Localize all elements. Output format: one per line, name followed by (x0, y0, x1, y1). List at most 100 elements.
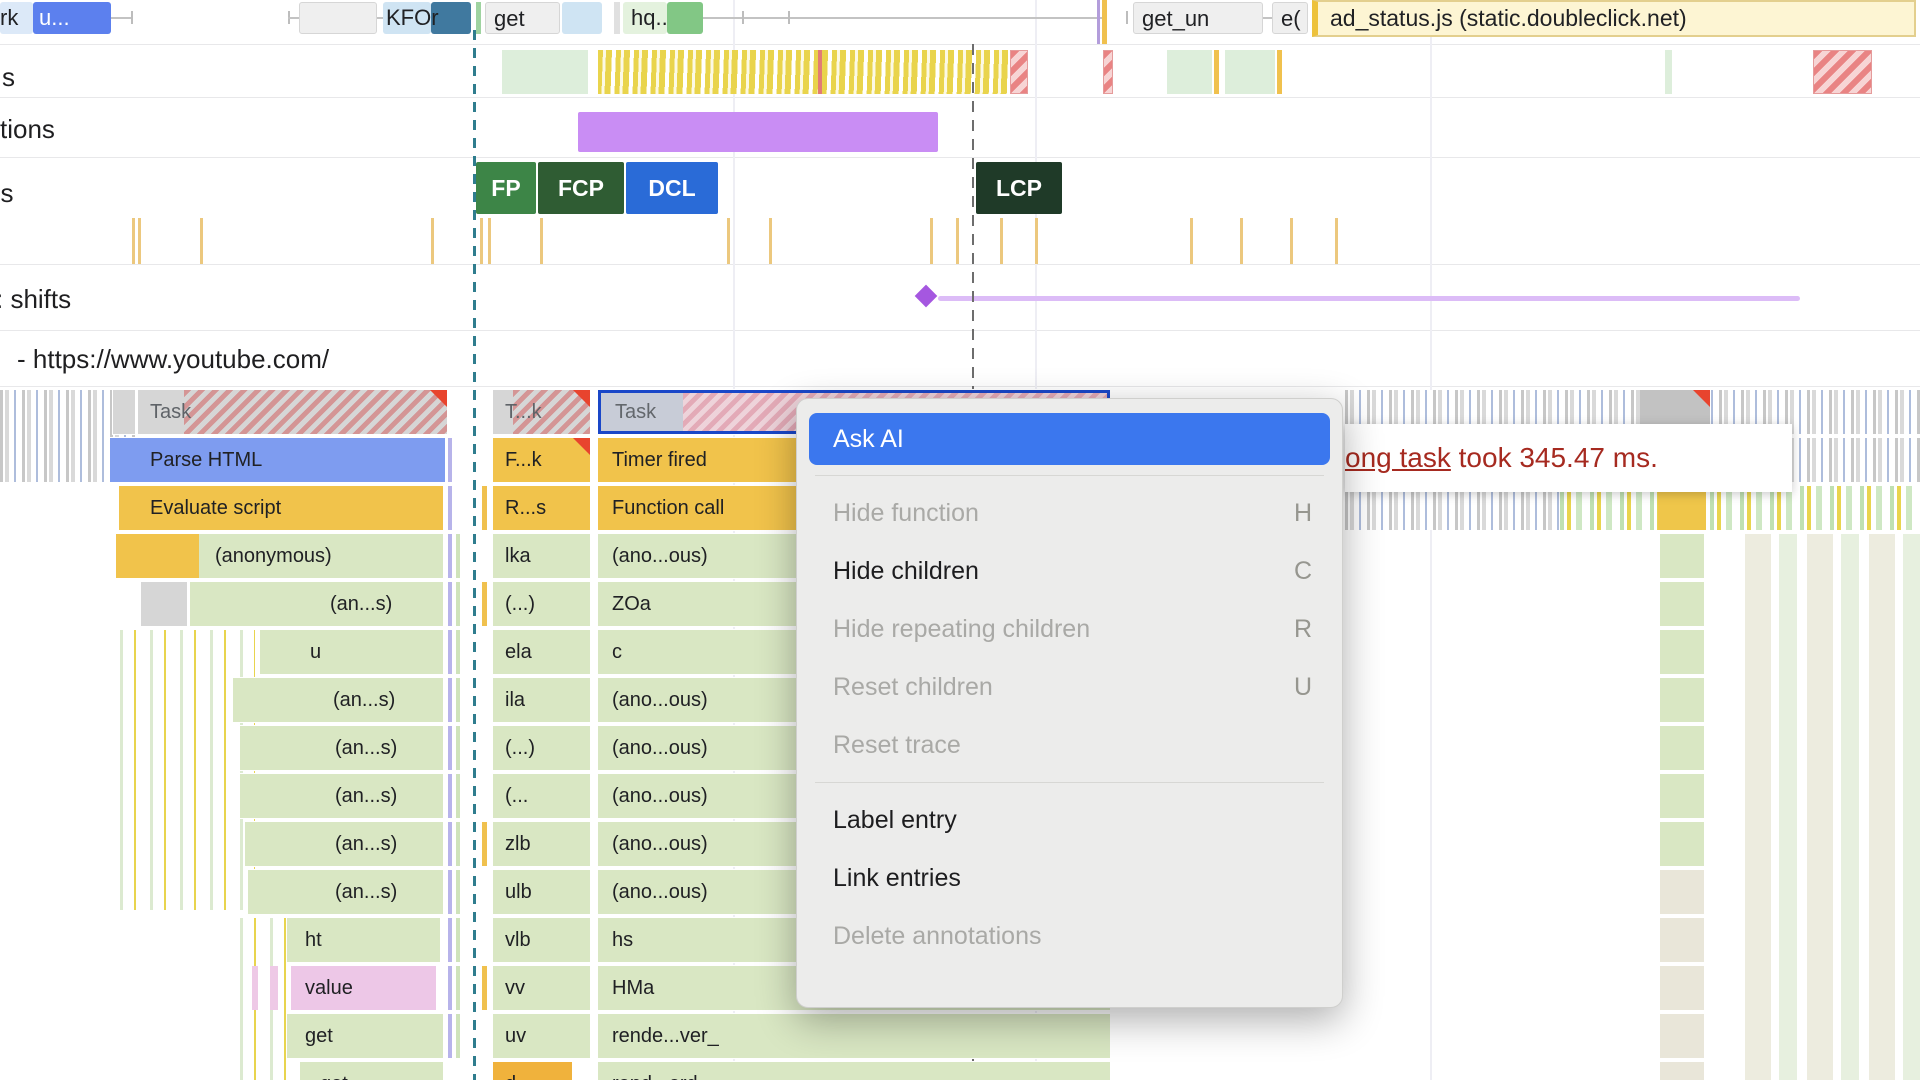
flame-bar[interactable]: vlb (492, 917, 591, 963)
long-task-link[interactable]: ong task (1345, 442, 1451, 473)
flame-bar[interactable]: Parse HTML (109, 437, 446, 483)
flame-bar-right[interactable] (1659, 773, 1705, 819)
flame-bar[interactable]: rend...ord (597, 1061, 1111, 1080)
flame-bar-label: Parse HTML (150, 449, 263, 471)
flame-bar[interactable]: ela (492, 629, 591, 675)
flame-bar[interactable]: zlb (492, 821, 591, 867)
flame-bar[interactable]: ulb (492, 869, 591, 915)
flame-bar-label: Evaluate script (150, 497, 282, 519)
flame-bar[interactable]: (...) (492, 725, 591, 771)
flame-bar[interactable] (140, 581, 188, 627)
flame-sliver (448, 630, 452, 674)
flame-bar[interactable]: rende...ver_ (597, 1013, 1111, 1059)
flame-bar[interactable]: get (286, 1013, 444, 1059)
frame-marker (1277, 50, 1282, 94)
flame-bar[interactable]: (an...s) (239, 725, 444, 771)
network-request[interactable] (614, 2, 620, 34)
layout-shift-diamond[interactable] (914, 284, 938, 308)
flame-bar-right[interactable] (1659, 869, 1705, 915)
menu-item-label-entry[interactable]: Label entry (797, 791, 1342, 849)
timings-track-label: gs (0, 178, 14, 208)
flame-bar[interactable] (112, 389, 136, 435)
flame-bar[interactable]: (an...s) (244, 821, 444, 867)
timing-marker-dcl[interactable]: DCL (626, 162, 718, 214)
flame-bar-right[interactable] (1659, 533, 1705, 579)
network-request[interactable]: e( (1272, 2, 1308, 34)
timing-marker-lcp[interactable]: LCP (976, 162, 1062, 214)
timestamp-tick (431, 218, 434, 264)
network-request-ad-status[interactable]: ad_status.js (static.doubleclick.net) (1312, 0, 1916, 37)
flame-bar-right[interactable] (1659, 1061, 1705, 1080)
flame-bar[interactable]: get (299, 1061, 444, 1080)
flame-bar-right[interactable] (1659, 677, 1705, 723)
flame-bar[interactable]: value (290, 965, 437, 1011)
flame-bar[interactable]: Task (137, 389, 448, 435)
flame-bar-right[interactable] (1659, 917, 1705, 963)
menu-item-hide-children[interactable]: Hide children C (797, 542, 1342, 600)
flame-bar[interactable]: Evaluate script (118, 485, 444, 531)
flame-bar-right[interactable] (1659, 629, 1705, 675)
frame-dropped-sliver[interactable] (818, 50, 822, 94)
frame-activity-band (1560, 486, 1920, 530)
network-request[interactable] (1102, 0, 1107, 44)
flame-bar[interactable]: (an...s) (232, 677, 444, 723)
network-request[interactable] (299, 2, 377, 34)
layout-shift-cluster-line[interactable] (938, 296, 1800, 301)
flame-bar[interactable]: R...s (492, 485, 591, 531)
flame-bar[interactable]: F...k (492, 437, 591, 483)
timing-marker-fp[interactable]: FP (476, 162, 536, 214)
menu-item-shortcut: C (1293, 556, 1312, 585)
flame-bar-right[interactable] (1659, 725, 1705, 771)
flame-bar-right[interactable] (1659, 821, 1705, 867)
network-request[interactable]: get (485, 2, 560, 34)
flame-bar-right[interactable] (1658, 486, 1706, 530)
frame-dropped[interactable] (1103, 50, 1113, 94)
frame-good[interactable] (502, 50, 588, 94)
flame-bar-label: get (305, 1025, 333, 1047)
flame-bar[interactable]: (an...s) (247, 869, 444, 915)
network-request[interactable]: get_un (1133, 2, 1263, 34)
flame-bar[interactable]: T...k (492, 389, 591, 435)
network-request[interactable] (383, 2, 431, 34)
flame-bar-right[interactable] (1659, 581, 1705, 627)
network-request[interactable] (1097, 0, 1100, 44)
network-request[interactable]: rk (0, 2, 33, 34)
flame-sliver (456, 870, 460, 914)
network-request[interactable]: hq... (623, 2, 667, 34)
timestamp-tick (200, 218, 203, 264)
flame-sliver (456, 726, 460, 770)
menu-separator (815, 475, 1324, 476)
network-request[interactable] (667, 2, 703, 34)
network-request[interactable] (431, 2, 471, 34)
flame-bar[interactable]: vv (492, 965, 591, 1011)
menu-item-hide-function: Hide function H (797, 484, 1342, 542)
flame-bar[interactable]: (anonymous) (115, 533, 444, 579)
flame-bar[interactable]: (an...s) (239, 773, 444, 819)
frame-dropped[interactable] (1813, 50, 1872, 94)
flame-bar-right[interactable] (1659, 1013, 1705, 1059)
frame-partially-presented[interactable] (598, 50, 1010, 94)
frame-good[interactable] (1225, 50, 1275, 94)
timing-marker-fcp[interactable]: FCP (538, 162, 624, 214)
menu-item-ask-ai[interactable]: Ask AI (809, 413, 1330, 465)
network-request[interactable] (476, 2, 481, 34)
frame-good[interactable] (1665, 50, 1672, 94)
menu-item-label: Label entry (833, 805, 957, 834)
flame-bar[interactable]: (... (492, 773, 591, 819)
flame-bar[interactable]: (...) (492, 581, 591, 627)
frame-dropped[interactable] (1010, 50, 1028, 94)
flame-bar[interactable]: u (259, 629, 444, 675)
network-request[interactable]: u... (33, 2, 111, 34)
menu-item-link-entries[interactable]: Link entries (797, 849, 1342, 907)
flame-bar[interactable]: ila (492, 677, 591, 723)
flame-bar[interactable]: ht (286, 917, 441, 963)
flame-bar-right[interactable] (1659, 965, 1705, 1011)
flame-bar[interactable]: (an...s) (189, 581, 444, 627)
network-request[interactable] (562, 2, 602, 34)
flame-bar[interactable]: uv (492, 1013, 591, 1059)
flame-bar[interactable]: d (492, 1061, 573, 1080)
interaction-bar[interactable] (578, 112, 938, 152)
flame-bar[interactable]: lka (492, 533, 591, 579)
frame-good[interactable] (1167, 50, 1212, 94)
